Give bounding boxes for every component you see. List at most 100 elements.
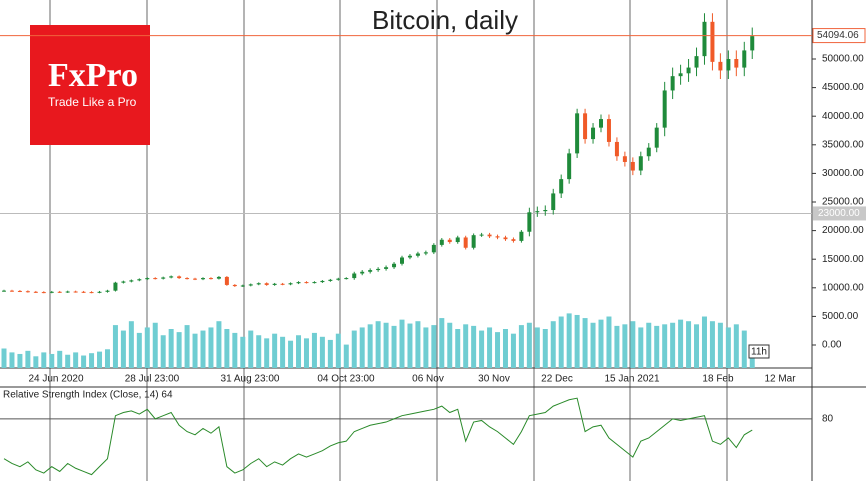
- candle-body: [360, 271, 365, 274]
- volume-bar: [487, 327, 493, 368]
- candle-body: [33, 291, 38, 293]
- volume-bar: [351, 330, 357, 368]
- x-tick-label: 06 Nov: [412, 374, 444, 385]
- volume-bar: [439, 318, 445, 368]
- rsi-label: Relative Strength Index (Close, 14) 64: [3, 390, 173, 401]
- candle-body: [575, 113, 580, 154]
- volume-bar: [717, 322, 723, 368]
- volume-bar: [200, 330, 206, 368]
- candle-body: [599, 119, 603, 128]
- candle-body: [81, 291, 86, 293]
- volume-bar: [550, 321, 556, 368]
- candle-body: [232, 284, 237, 287]
- volume-bar: [343, 344, 349, 368]
- volume-bar: [510, 333, 516, 368]
- candle-body: [646, 147, 651, 157]
- candle-body: [423, 252, 428, 254]
- volume-bar: [733, 324, 739, 368]
- volume-bar: [431, 325, 437, 368]
- candle-body: [551, 193, 556, 211]
- volume-bar: [160, 335, 166, 368]
- volume-bar: [606, 316, 612, 368]
- candle-body: [65, 291, 70, 293]
- candle-body: [400, 257, 404, 264]
- candle-body: [415, 253, 420, 256]
- volume-bar: [176, 332, 182, 368]
- candle-body: [105, 290, 110, 292]
- candle-body: [41, 292, 46, 294]
- candle-body: [718, 61, 723, 71]
- volume-bar: [248, 330, 254, 368]
- candle-body: [662, 90, 667, 128]
- volume-bar: [41, 352, 47, 368]
- y-tick-label: 30000.00: [822, 168, 864, 179]
- candle-body: [336, 278, 341, 280]
- candle-body: [169, 276, 174, 278]
- volume-bar: [598, 319, 604, 368]
- volume-bar: [415, 321, 421, 368]
- candle-body: [559, 179, 564, 194]
- volume-bar: [383, 322, 389, 368]
- volume-bar: [701, 316, 707, 368]
- candle-body: [431, 244, 436, 253]
- volume-bar: [590, 322, 596, 368]
- candle-body: [256, 283, 261, 285]
- volume-bar: [89, 353, 95, 368]
- candle-body: [527, 212, 532, 232]
- volume-bar: [375, 321, 381, 368]
- volume-bar: [662, 324, 668, 368]
- volume-bar: [725, 327, 731, 368]
- candle-body: [185, 278, 190, 280]
- volume-bar: [678, 319, 684, 368]
- volume-bar: [670, 322, 676, 368]
- candle-body: [49, 291, 54, 293]
- candle-body: [193, 278, 198, 280]
- volume-bar: [9, 352, 15, 368]
- x-tick-label: 04 Oct 23:00: [317, 374, 375, 385]
- volume-bar: [232, 332, 238, 368]
- candle-body: [208, 278, 213, 280]
- candle-body: [750, 36, 755, 51]
- candle-body: [439, 239, 444, 245]
- candle-body: [376, 268, 381, 271]
- current-price-box: [812, 28, 866, 44]
- candle-body: [726, 59, 731, 71]
- volume-bar: [694, 324, 700, 368]
- candle-body: [25, 291, 30, 293]
- candle-body: [216, 276, 221, 279]
- candle-body: [304, 282, 309, 284]
- level-label-box: [813, 206, 866, 221]
- candle-body: [742, 50, 747, 68]
- y-tick-label: 0.00: [822, 340, 842, 351]
- x-tick-label: 28 Jul 23:00: [125, 374, 180, 385]
- volume-bar: [463, 324, 469, 368]
- level-label: 23000.00: [818, 208, 860, 219]
- volume-bar: [399, 319, 405, 368]
- logo-tagline: Trade Like a Pro: [48, 95, 137, 109]
- candle-body: [2, 290, 6, 292]
- candle-body: [447, 239, 452, 243]
- x-tick-label: 31 Aug 23:00: [221, 374, 280, 385]
- y-tick-label: 40000.00: [822, 111, 864, 122]
- volume-bar: [128, 321, 134, 368]
- volume-bar: [391, 325, 397, 368]
- volume-bar: [256, 335, 262, 368]
- volume-bar: [502, 329, 508, 368]
- candle-body: [384, 267, 389, 269]
- candle-body: [280, 283, 285, 285]
- candle-body: [161, 277, 166, 279]
- logo-brand: FxPro: [48, 57, 138, 94]
- timer-box: [748, 344, 770, 359]
- volume-bar: [359, 327, 365, 368]
- volume-bar: [630, 321, 636, 368]
- candle-body: [583, 113, 588, 140]
- volume-bar: [73, 352, 79, 368]
- candle-body: [734, 59, 739, 68]
- volume-bar: [518, 325, 524, 368]
- candle-body: [471, 235, 476, 248]
- candle-body: [121, 281, 126, 283]
- candle-body: [622, 156, 627, 162]
- candle-body: [654, 127, 659, 148]
- volume-bar: [367, 324, 373, 368]
- logo-box: [30, 25, 150, 145]
